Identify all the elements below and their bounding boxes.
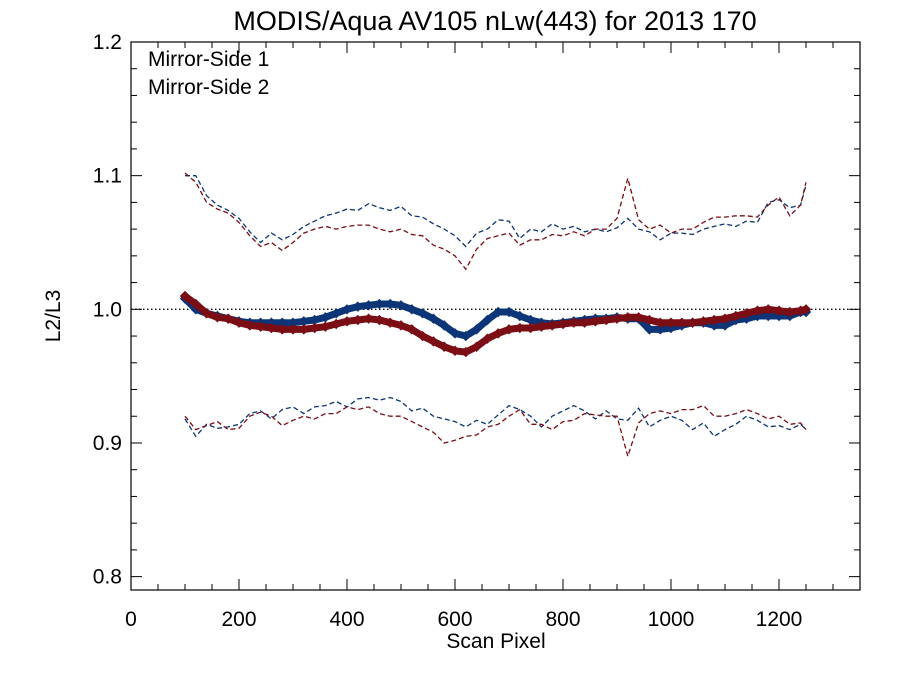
y-tick-label: 0.9 bbox=[93, 432, 122, 455]
x-tick-label: 0 bbox=[125, 608, 137, 631]
x-axis-label: Scan Pixel bbox=[446, 630, 545, 653]
x-tick-label: 400 bbox=[329, 608, 364, 631]
x-tick-label: 200 bbox=[221, 608, 256, 631]
y-tick-label: 1.2 bbox=[93, 31, 122, 54]
y-tick-label: 1.0 bbox=[93, 298, 122, 321]
series-line-3 bbox=[184, 172, 807, 271]
y-tick-label: 0.8 bbox=[93, 566, 122, 589]
x-tick-label: 1000 bbox=[648, 608, 695, 631]
plot-frame bbox=[130, 41, 861, 591]
series-line-5 bbox=[184, 404, 807, 459]
plot-area bbox=[131, 172, 860, 459]
x-tick-label: 1200 bbox=[756, 608, 803, 631]
series-line-2 bbox=[185, 175, 807, 248]
legend-mirror-side-2: Mirror-Side 2 bbox=[148, 76, 269, 99]
legend-mirror-side-1: Mirror-Side 1 bbox=[148, 48, 269, 71]
chart-title: MODIS/Aqua AV105 nLw(443) for 2013 170 bbox=[233, 6, 756, 36]
series-line-4 bbox=[184, 396, 807, 438]
series-band-1 bbox=[181, 292, 810, 356]
x-tick-label: 600 bbox=[437, 608, 472, 631]
y-tick-label: 1.1 bbox=[93, 165, 122, 188]
axes: 0 200 400 600 800 1000 1200 0.8 0.9 1.0 1.1 1.2 bbox=[93, 31, 861, 631]
y-axis-label: L2/L3 bbox=[42, 290, 65, 343]
x-tick-label: 800 bbox=[545, 608, 580, 631]
